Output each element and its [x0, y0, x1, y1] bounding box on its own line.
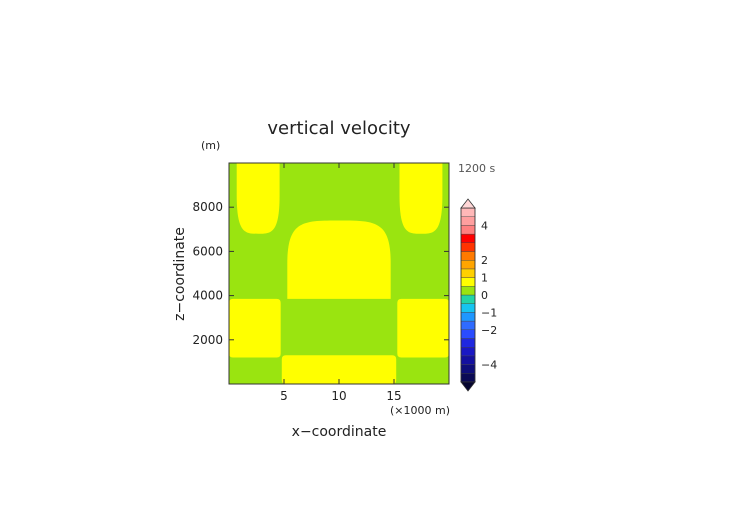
- time-label: 1200 s: [458, 162, 495, 175]
- y-axis-label: z−coordinate: [172, 227, 188, 321]
- field-region: [236, 163, 280, 234]
- colorbar-segment: [460, 364, 476, 374]
- colorbar: −4 −2 −1 0 1 2 4: [460, 198, 497, 392]
- colorbar-segment: [460, 251, 476, 261]
- x-tick-label: 15: [386, 389, 401, 403]
- colorbar-segment: [460, 286, 476, 296]
- y-tick-label: 2000: [192, 333, 223, 347]
- colorbar-tick-label: 4: [481, 219, 488, 232]
- field-region: [397, 298, 449, 358]
- field-region: [399, 163, 443, 234]
- colorbar-segment: [460, 225, 476, 235]
- colorbar-tick-label: −2: [481, 324, 497, 337]
- colorbar-segment: [460, 207, 476, 217]
- colorbar-segment: [460, 277, 476, 287]
- colorbar-segment: [460, 320, 476, 331]
- colorbar-segment: [460, 373, 476, 383]
- colorbar-segment: [460, 355, 476, 365]
- colorbar-tick-label: −4: [481, 359, 497, 372]
- field-region: [229, 298, 281, 358]
- field-region: [287, 220, 391, 299]
- x-tick-label: 5: [280, 389, 288, 403]
- chart-title: vertical velocity: [267, 118, 411, 139]
- colorbar-segment: [460, 216, 476, 226]
- colorbar-segment: [460, 268, 476, 278]
- axes: 5 10 15 2000 4000 6000 8000: [192, 162, 450, 403]
- x-axis-label: x−coordinate: [292, 424, 387, 440]
- y-unit-label: (m): [201, 139, 220, 152]
- colorbar-segment: [460, 294, 476, 304]
- colorbar-extend-max: [460, 198, 476, 209]
- colorbar-extend-min: [460, 381, 476, 392]
- y-tick-label: 8000: [192, 200, 223, 214]
- colorbar-segment: [460, 242, 476, 252]
- colorbar-tick-label: −1: [481, 306, 497, 319]
- colorbar-segment: [460, 347, 476, 357]
- colorbar-tick-label: 0: [481, 289, 488, 302]
- colorbar-segment: [460, 260, 476, 270]
- colorbar-segment: [460, 233, 476, 244]
- y-tick-label: 6000: [192, 244, 223, 258]
- colorbar-segment: [460, 303, 476, 313]
- colorbar-segment: [460, 312, 476, 322]
- colorbar-segment: [460, 338, 476, 348]
- plot-area: [229, 163, 449, 384]
- colorbar-segment: [460, 329, 476, 339]
- y-tick-label: 4000: [192, 289, 223, 303]
- colorbar-tick-label: 2: [481, 254, 488, 267]
- x-unit-label: (×1000 m): [390, 404, 450, 417]
- field-region: [281, 355, 397, 384]
- x-tick-label: 10: [331, 389, 346, 403]
- colorbar-tick-label: 1: [481, 272, 488, 285]
